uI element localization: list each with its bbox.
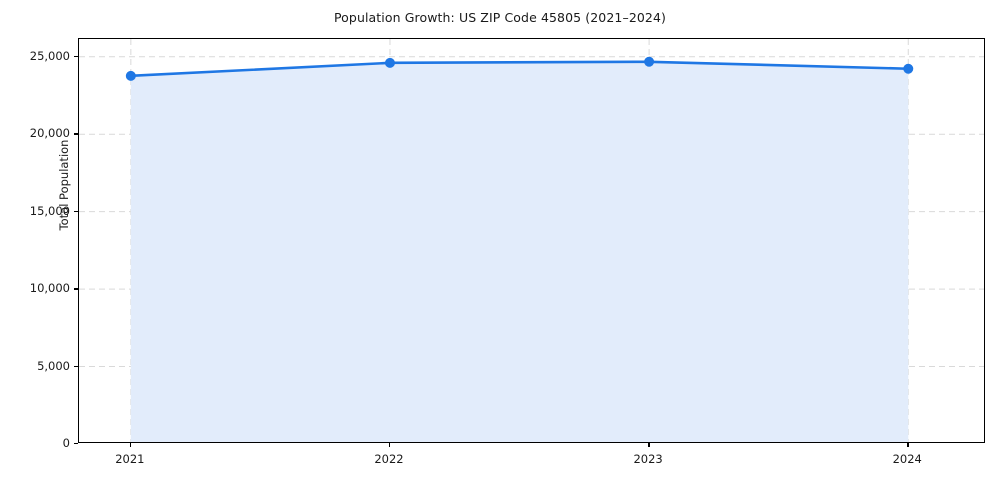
area-fill-path [130,61,909,442]
y-tick-mark [74,288,78,290]
x-tick-label: 2024 [892,452,922,466]
y-tick-mark [74,133,78,135]
y-tick-label: 20,000 [29,126,70,141]
data-point-marker [384,57,395,68]
y-tick-mark [74,55,78,58]
y-tick-mark [74,365,78,367]
data-point-marker [903,63,914,74]
x-tick-mark [129,443,132,447]
x-tick-mark [907,443,909,447]
y-tick-label: 10,000 [29,281,70,296]
x-tick-label: 2023 [633,452,663,466]
y-tick-label: 15,000 [29,203,70,218]
y-tick-label: 5,000 [37,358,70,373]
chart-title: Population Growth: US ZIP Code 45805 (20… [333,10,667,25]
data-point-marker [125,70,136,81]
x-tick-mark [648,443,650,447]
x-tick-mark [388,443,391,447]
x-tick-label: 2021 [115,452,145,466]
y-tick-label: 25,000 [29,48,70,63]
y-axis-tick-labels: 0 5,000 10,000 15,000 20,000 25,000 [0,0,70,500]
data-point-marker [644,56,655,67]
data-point-markers [125,56,914,81]
y-tick-mark [74,210,78,213]
plot-area [78,38,985,443]
plot-svg [79,39,984,442]
y-tick-mark [74,443,78,445]
line-series-path [129,60,910,78]
y-tick-label: 0 [62,436,70,450]
x-tick-label: 2022 [374,452,404,466]
